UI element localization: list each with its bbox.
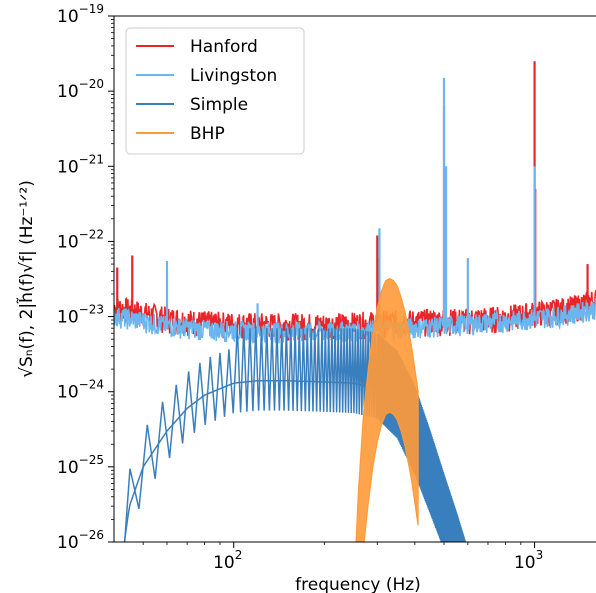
y-tick-base: 10 xyxy=(57,82,79,102)
y-tick-exponent: −19 xyxy=(79,2,104,16)
y-tick-label: 10−23 xyxy=(57,303,104,328)
y-tick-exponent: −21 xyxy=(79,152,104,166)
svg-text:√Sₙ(f), 2|h̃(f)√f| (Hz⁻¹ᐟ²): √Sₙ(f), 2|h̃(f)√f| (Hz⁻¹ᐟ²) xyxy=(16,180,37,378)
y-tick-label: 10−24 xyxy=(57,378,104,403)
x-axis-title: frequency (Hz) xyxy=(295,575,421,593)
legend-label-hanford: Hanford xyxy=(190,37,258,57)
legend: Hanford Livingston Simple BHP xyxy=(125,27,305,155)
x-tick-base: 10 xyxy=(213,553,235,573)
y-tick-exponent: −20 xyxy=(79,77,104,91)
x-tick-exponent: 2 xyxy=(235,548,243,562)
y-tick-base: 10 xyxy=(57,7,79,27)
y-tick-label: 10−19 xyxy=(57,2,104,27)
y-tick-label: 10−25 xyxy=(57,453,104,478)
series-layer xyxy=(114,61,596,542)
y-tick-base: 10 xyxy=(57,458,79,478)
legend-label-simple: Simple xyxy=(190,95,248,115)
y-tick-label: 10−26 xyxy=(57,528,104,553)
y-tick-exponent: −22 xyxy=(79,227,104,241)
x-tick-exponent: 3 xyxy=(536,548,544,562)
y-axis-title: √Sₙ(f), 2|h̃(f)√f| (Hz⁻¹ᐟ²) xyxy=(16,180,37,378)
y-tick-label: 10−20 xyxy=(57,77,104,102)
legend-label-livingston: Livingston xyxy=(190,66,277,86)
y-tick-exponent: −23 xyxy=(79,303,104,317)
y-tick-exponent: −25 xyxy=(79,453,104,467)
livingston-line xyxy=(114,298,596,345)
y-tick-base: 10 xyxy=(57,232,79,252)
x-tick-label: 102 xyxy=(213,548,242,573)
bhp-band xyxy=(355,277,419,542)
legend-box xyxy=(125,27,305,155)
y-tick-base: 10 xyxy=(57,308,79,328)
y-tick-label: 10−22 xyxy=(57,227,104,252)
x-tick-base: 10 xyxy=(514,553,536,573)
axes-layer: 10−1910−2010−2110−2210−2310−2410−2510−26… xyxy=(16,2,596,593)
y-tick-base: 10 xyxy=(57,157,79,177)
bhp-series xyxy=(355,277,419,542)
y-tick-base: 10 xyxy=(57,383,79,403)
y-tick-label: 10−21 xyxy=(57,152,104,177)
legend-label-bhp: BHP xyxy=(190,124,225,144)
y-tick-exponent: −24 xyxy=(79,378,104,392)
x-tick-label: 103 xyxy=(514,548,543,573)
y-tick-base: 10 xyxy=(57,533,79,553)
y-tick-exponent: −26 xyxy=(79,528,104,542)
